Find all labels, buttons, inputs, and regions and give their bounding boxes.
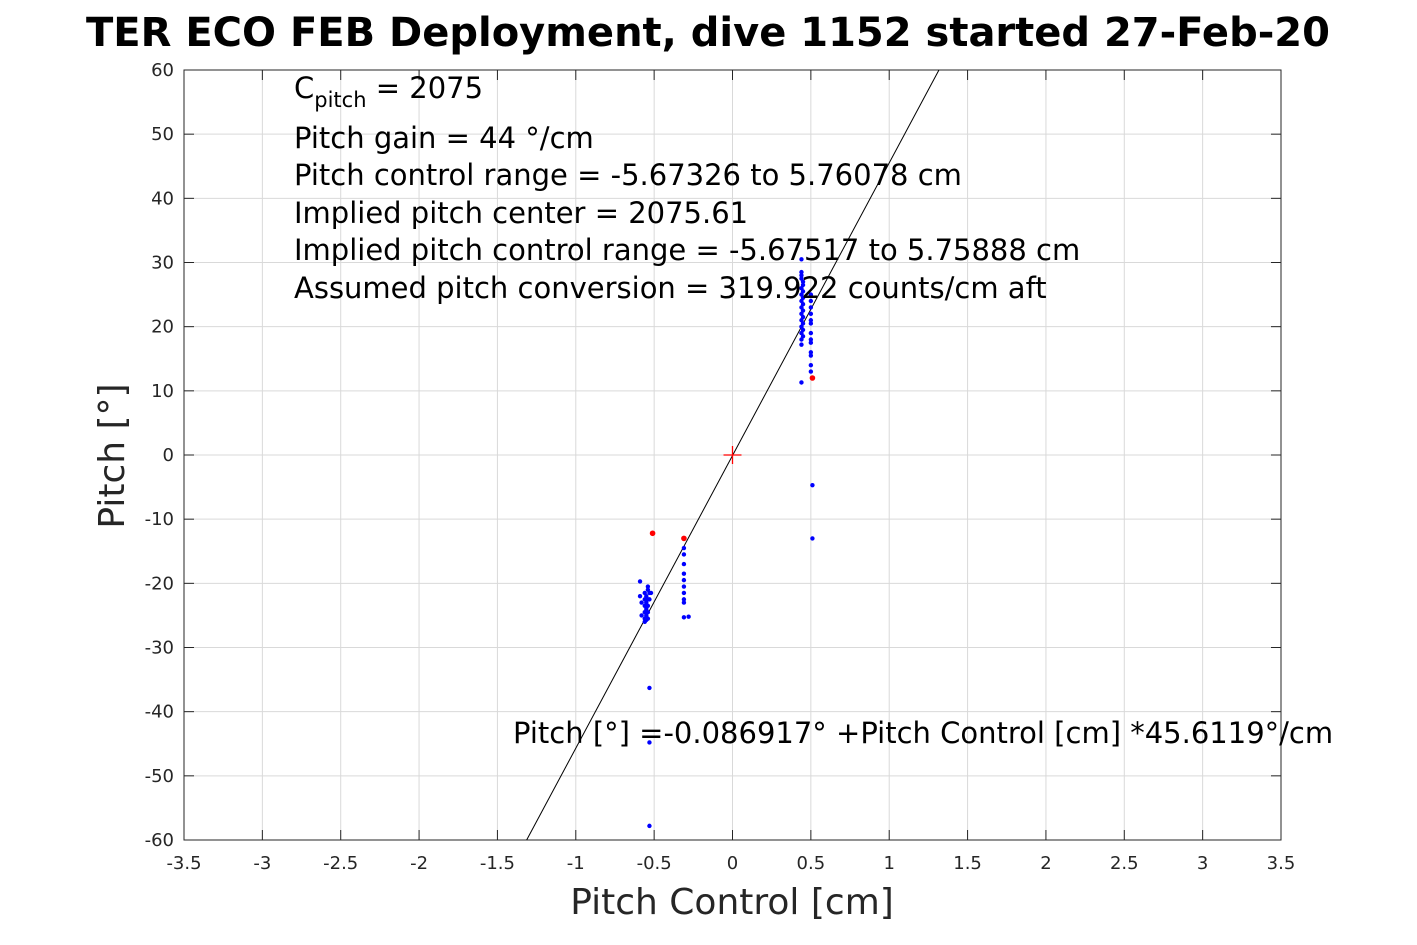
data-point <box>647 685 652 691</box>
data-point <box>681 545 687 551</box>
x-axis-ticks: -3.5 -3 -2.5 -2 -1.5 -1 -0.5 0 0.5 1 1.5 2 2.5 3 3.5 <box>166 70 1295 874</box>
y-axis-label: Pitch [°] <box>92 383 133 528</box>
y-tick-label: -20 <box>145 573 174 594</box>
x-tick-label: -3.5 <box>166 853 201 874</box>
data-point <box>681 577 687 583</box>
data-point <box>639 600 644 605</box>
x-tick-label: 3.5 <box>1267 853 1296 874</box>
flagged-point <box>681 535 687 542</box>
data-point <box>799 273 804 278</box>
data-point <box>808 362 814 368</box>
data-point <box>645 584 651 589</box>
data-point <box>808 330 814 336</box>
fit-equation-annotation: Pitch [°] =-0.086917° +Pitch Control [cm… <box>513 716 1333 750</box>
data-point <box>808 292 814 297</box>
data-point <box>681 590 687 596</box>
c-pitch-main: C <box>294 71 314 105</box>
x-tick-label: -2.5 <box>323 853 358 874</box>
x-tick-label: -1.5 <box>480 853 515 874</box>
y-tick-label: 20 <box>151 317 174 338</box>
pitch-control-range-annotation: Pitch control range = -5.67326 to 5.7607… <box>294 158 962 192</box>
data-point <box>808 337 814 342</box>
data-point <box>681 615 687 620</box>
implied-pitch-range-annotation: Implied pitch control range = -5.67517 t… <box>294 233 1080 267</box>
data-point <box>799 342 804 347</box>
c-pitch-subscript: pitch <box>314 88 366 112</box>
pitch-gain-annotation: Pitch gain = 44 °/cm <box>294 121 594 155</box>
y-tick-label: -30 <box>145 638 174 659</box>
flagged-point <box>809 375 816 381</box>
x-tick-label: -3 <box>253 853 271 874</box>
data-point <box>810 482 815 488</box>
center-marker-group <box>723 446 742 464</box>
y-tick-label: 10 <box>151 381 174 402</box>
c-pitch-value: = 2075 <box>367 71 484 105</box>
y-tick-label: 30 <box>151 253 174 274</box>
x-tick-label: 3 <box>1197 853 1208 874</box>
x-tick-label: -0.5 <box>637 853 672 874</box>
y-tick-label: 0 <box>163 445 174 466</box>
y-tick-label: -50 <box>145 766 174 787</box>
x-axis-label: Pitch Control [cm] <box>570 882 894 923</box>
data-point <box>681 584 687 589</box>
data-point <box>681 600 687 605</box>
data-point <box>647 597 652 602</box>
data-point <box>637 579 643 584</box>
data-point <box>810 536 815 541</box>
plot-frame <box>183 69 1282 841</box>
x-tick-label: 2.5 <box>1110 853 1139 874</box>
data-points <box>637 257 816 829</box>
y-tick-label: 50 <box>151 124 174 145</box>
y-tick-label: 60 <box>151 60 174 81</box>
data-point <box>681 597 687 602</box>
data-point <box>799 269 804 275</box>
data-point <box>681 552 687 557</box>
data-point <box>808 311 814 317</box>
data-point <box>799 257 804 262</box>
x-tick-label: 1.5 <box>953 853 982 874</box>
x-tick-label: 1 <box>883 853 894 874</box>
x-tick-label: -1 <box>567 853 585 874</box>
data-point <box>637 593 643 599</box>
flagged-point <box>649 530 656 537</box>
data-point <box>686 614 691 619</box>
data-point <box>800 279 806 284</box>
data-point <box>645 616 651 621</box>
pitch-conversion-annotation: Assumed pitch conversion = 319.922 count… <box>294 271 1047 305</box>
x-tick-label: 0 <box>727 853 738 874</box>
x-tick-label: 2 <box>1040 853 1051 874</box>
x-tick-label: -2 <box>410 853 428 874</box>
data-point <box>808 369 814 374</box>
data-point <box>647 823 652 829</box>
data-point <box>681 561 687 567</box>
data-point <box>808 298 814 304</box>
data-point <box>645 603 651 608</box>
chart-title: TER ECO FEB Deployment, dive 1152 starte… <box>86 10 1330 56</box>
x-tick-label: 0.5 <box>797 853 826 874</box>
data-point <box>808 318 814 323</box>
data-point <box>808 321 814 326</box>
data-point <box>639 613 644 618</box>
data-point <box>648 590 654 596</box>
c-pitch-annotation: Cpitch = 2075 <box>294 71 483 112</box>
data-point <box>799 337 804 342</box>
implied-pitch-center-annotation: Implied pitch center = 2075.61 <box>294 196 748 230</box>
y-tick-label: -40 <box>145 702 174 723</box>
data-point <box>808 353 814 358</box>
data-point <box>645 610 651 615</box>
data-point <box>681 571 687 576</box>
y-tick-label: -60 <box>145 830 174 851</box>
data-point <box>647 740 652 745</box>
data-point <box>808 305 814 310</box>
y-tick-label: -10 <box>145 509 174 530</box>
y-tick-label: 40 <box>151 188 174 209</box>
y-axis-ticks: -60 -50 -40 -30 -20 -10 0 10 20 30 40 50 60 <box>145 60 1281 851</box>
data-point <box>799 380 804 385</box>
data-point <box>808 340 814 345</box>
data-point <box>808 350 814 355</box>
